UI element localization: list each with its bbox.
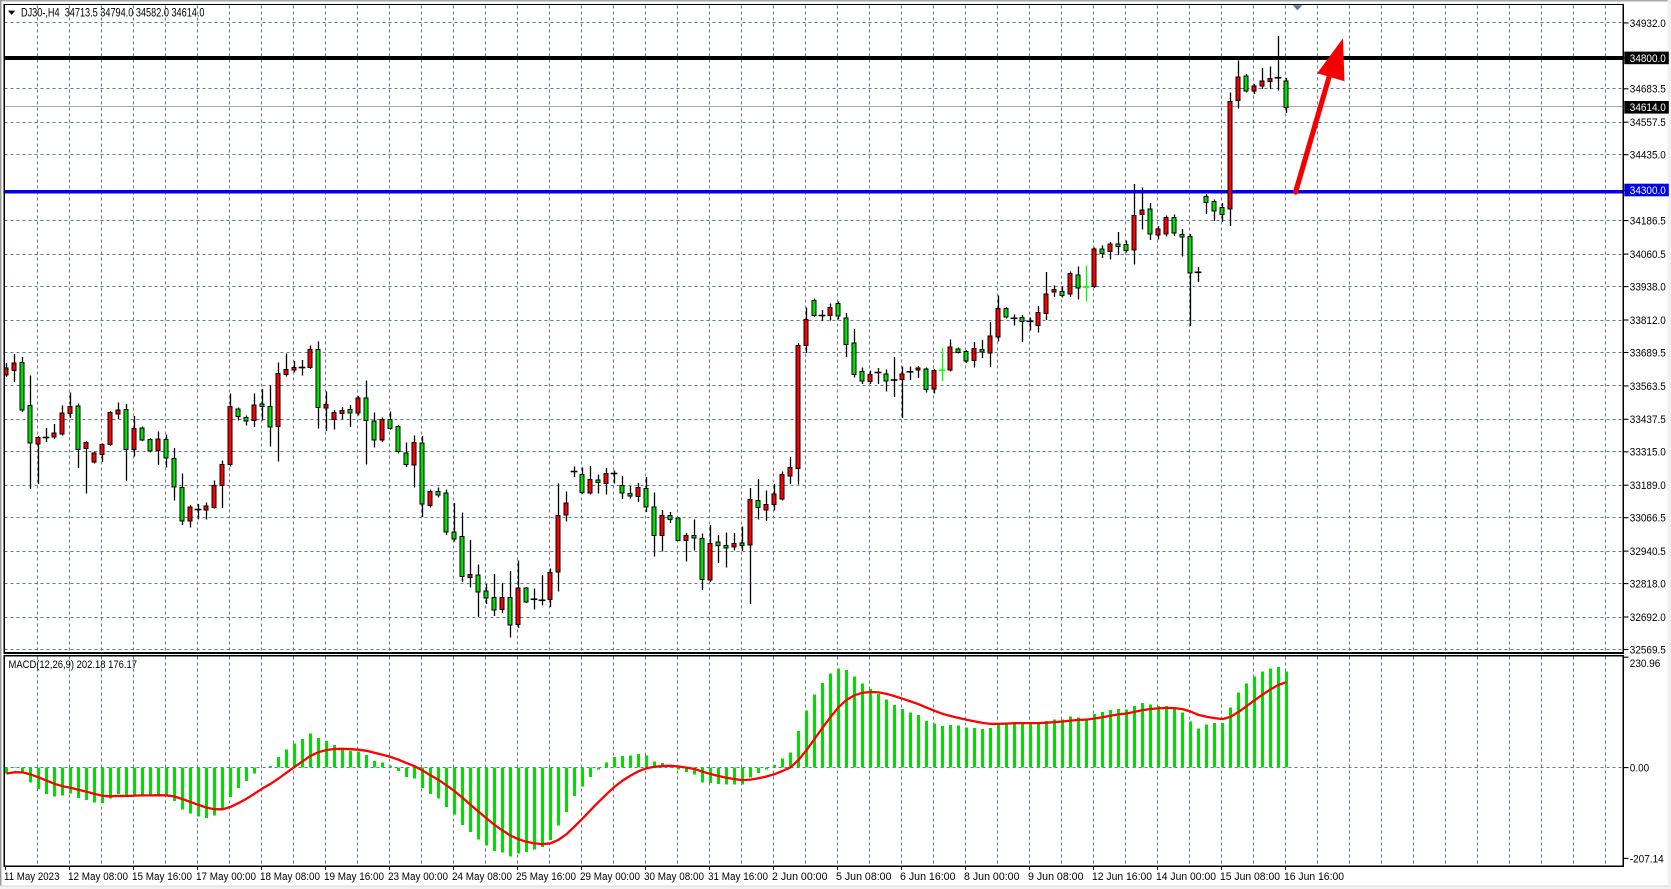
- svg-text:30 May 08:00: 30 May 08:00: [644, 871, 704, 883]
- svg-text:32692.0: 32692.0: [1630, 612, 1666, 624]
- svg-text:24 May 08:00: 24 May 08:00: [452, 871, 512, 883]
- svg-text:18 May 08:00: 18 May 08:00: [260, 871, 320, 883]
- svg-text:16 Jun 16:00: 16 Jun 16:00: [1284, 871, 1344, 883]
- svg-text:29 May 00:00: 29 May 00:00: [580, 871, 640, 883]
- svg-text:33689.5: 33689.5: [1630, 347, 1666, 359]
- svg-text:11 May 2023: 11 May 2023: [4, 871, 60, 883]
- svg-text:33563.5: 33563.5: [1630, 381, 1666, 393]
- svg-text:15 Jun 08:00: 15 Jun 08:00: [1220, 871, 1280, 883]
- svg-text:23 May 00:00: 23 May 00:00: [388, 871, 448, 883]
- svg-text:230.96: 230.96: [1630, 658, 1661, 670]
- svg-text:33938.0: 33938.0: [1630, 282, 1666, 294]
- svg-text:12 May 08:00: 12 May 08:00: [68, 871, 128, 883]
- svg-text:33315.0: 33315.0: [1630, 447, 1666, 459]
- svg-text:6 Jun 16:00: 6 Jun 16:00: [900, 871, 956, 883]
- svg-text:17 May 00:00: 17 May 00:00: [196, 871, 256, 883]
- svg-text:32940.5: 32940.5: [1630, 546, 1666, 558]
- svg-text:12 Jun 16:00: 12 Jun 16:00: [1092, 871, 1152, 883]
- svg-text:34614.0: 34614.0: [1630, 102, 1666, 114]
- svg-text:9 Jun 08:00: 9 Jun 08:00: [1028, 871, 1084, 883]
- svg-text:14 Jun 00:00: 14 Jun 00:00: [1156, 871, 1216, 883]
- svg-text:34683.5: 34683.5: [1630, 84, 1666, 96]
- svg-text:0.00: 0.00: [1630, 763, 1649, 775]
- svg-text:25 May 16:00: 25 May 16:00: [516, 871, 576, 883]
- svg-text:34557.5: 34557.5: [1630, 117, 1666, 129]
- svg-text:8 Jun 00:00: 8 Jun 00:00: [964, 871, 1020, 883]
- svg-text:34300.0: 34300.0: [1630, 185, 1666, 197]
- svg-text:33066.5: 33066.5: [1630, 513, 1666, 525]
- svg-text:2 Jun 00:00: 2 Jun 00:00: [772, 871, 828, 883]
- svg-text:32818.0: 32818.0: [1630, 579, 1666, 591]
- svg-text:5 Jun 08:00: 5 Jun 08:00: [836, 871, 892, 883]
- svg-text:33189.0: 33189.0: [1630, 480, 1666, 492]
- svg-text:34060.5: 34060.5: [1630, 249, 1666, 261]
- svg-text:MACD(12,26,9) 202.18 176.17: MACD(12,26,9) 202.18 176.17: [9, 659, 138, 671]
- svg-text:32569.5: 32569.5: [1630, 644, 1666, 656]
- svg-text:33437.5: 33437.5: [1630, 414, 1666, 426]
- svg-text:34932.0: 34932.0: [1630, 18, 1666, 30]
- svg-text:34435.0: 34435.0: [1630, 150, 1666, 162]
- svg-text:34800.0: 34800.0: [1630, 53, 1666, 65]
- svg-text:15 May 16:00: 15 May 16:00: [132, 871, 192, 883]
- svg-text:33812.0: 33812.0: [1630, 315, 1666, 327]
- svg-text:31 May 16:00: 31 May 16:00: [708, 871, 768, 883]
- svg-text:-207.14: -207.14: [1630, 853, 1664, 865]
- svg-text:DJ30-,H4 34713.5 34794.0 3458: DJ30-,H4 34713.5 34794.0 34582.0 34614.0: [21, 6, 205, 19]
- svg-text:19 May 16:00: 19 May 16:00: [324, 871, 384, 883]
- svg-text:34186.5: 34186.5: [1630, 216, 1666, 228]
